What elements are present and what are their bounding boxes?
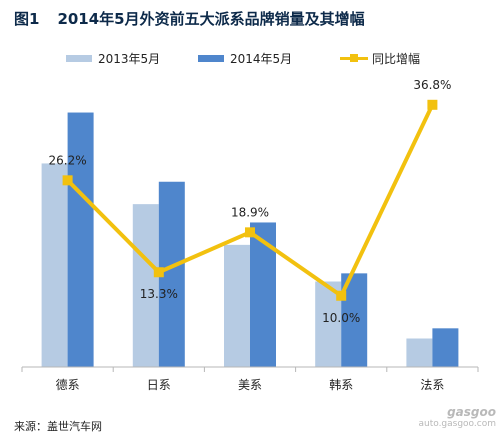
category-label-2: 美系 <box>238 378 262 392</box>
category-labels: 德系 日系 美系 韩系 法系 <box>56 377 445 392</box>
chart-title: 图1 2014年5月外资前五大派系品牌销量及其增幅 <box>14 8 365 29</box>
growth-label-3: 10.0% <box>322 311 360 325</box>
category-label-3: 韩系 <box>329 377 353 392</box>
watermark-brand: gasgoo <box>447 405 496 419</box>
title-text: 2014年5月外资前五大派系品牌销量及其增幅 <box>57 10 365 28</box>
growth-label-2: 18.9% <box>231 205 269 219</box>
watermark-logo: gasgoo auto.gasgoo.com <box>412 405 496 439</box>
x-axis-ticks <box>21 367 479 372</box>
legend-label-0: 2013年5月 <box>98 52 160 66</box>
bars <box>41 112 459 368</box>
bar-1-2 <box>250 222 276 367</box>
growth-label-0: 26.2% <box>49 153 87 167</box>
bar-0-1 <box>132 204 159 367</box>
bar-0-4 <box>406 338 433 367</box>
growth-marker-2 <box>245 227 255 238</box>
growth-marker-0 <box>62 175 73 186</box>
growth-label-4: 36.8% <box>413 78 451 92</box>
growth-series: 26.2% 13.3% 18.9% 10.0% 36.8% <box>49 78 452 325</box>
category-label-0: 德系 <box>56 377 80 392</box>
growth-marker-4 <box>427 99 438 110</box>
watermark-url: auto.gasgoo.com <box>418 419 496 429</box>
legend-swatch-0 <box>66 55 92 62</box>
bar-1-4 <box>432 328 459 367</box>
category-label-1: 日系 <box>147 378 171 392</box>
growth-label-1: 13.3% <box>140 287 178 301</box>
bar-1-0 <box>67 112 94 368</box>
legend-swatch-1 <box>198 55 224 62</box>
legend-label-2: 同比增幅 <box>372 51 420 66</box>
category-label-4: 法系 <box>420 378 444 392</box>
figure-number: 图1 <box>14 10 40 28</box>
growth-marker-3 <box>336 290 347 301</box>
bar-0-2 <box>224 244 250 367</box>
growth-marker-1 <box>153 267 164 278</box>
legend-label-1: 2014年5月 <box>230 52 292 66</box>
bar-0-0 <box>41 163 68 367</box>
source-note: 来源：盖世汽车网 <box>14 420 102 433</box>
legend-marker-2 <box>350 54 358 62</box>
legend: 2013年5月 2014年5月 同比增幅 <box>66 51 420 66</box>
